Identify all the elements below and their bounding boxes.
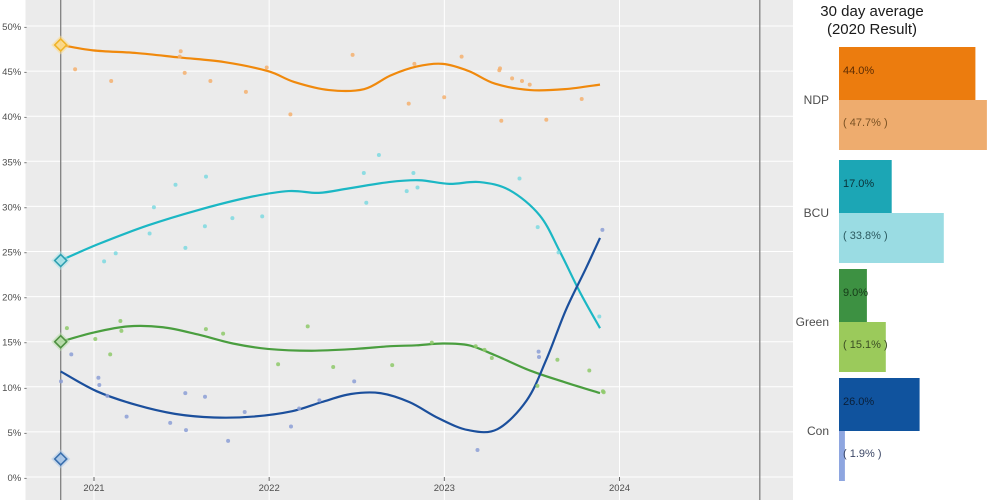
svg-text:2023: 2023	[434, 483, 455, 494]
svg-text:9.0%: 9.0%	[843, 287, 868, 299]
svg-text:25% -: 25% -	[2, 248, 27, 259]
svg-text:5% -: 5% -	[7, 428, 27, 439]
svg-text:0% -: 0% -	[7, 473, 27, 484]
svg-text:50% -: 50% -	[2, 22, 27, 33]
svg-text:17.0%: 17.0%	[843, 178, 874, 190]
svg-text:( 33.8% ): ( 33.8% )	[843, 230, 888, 242]
svg-text:Green: Green	[796, 315, 829, 329]
svg-text:10% -: 10% -	[2, 383, 27, 394]
svg-text:Con: Con	[807, 424, 829, 438]
svg-text:45% -: 45% -	[2, 67, 27, 78]
svg-text:BCU: BCU	[804, 206, 829, 220]
svg-text:( 15.1% ): ( 15.1% )	[843, 339, 888, 351]
svg-text:26.0%: 26.0%	[843, 396, 874, 408]
svg-text:30% -: 30% -	[2, 202, 27, 213]
svg-text:44.0%: 44.0%	[843, 65, 874, 77]
svg-text:2021: 2021	[83, 483, 104, 494]
svg-text:30 day average: 30 day average	[820, 3, 923, 20]
svg-text:15% -: 15% -	[2, 338, 27, 349]
svg-text:2022: 2022	[259, 483, 280, 494]
svg-text:35% -: 35% -	[2, 157, 27, 168]
svg-text:20% -: 20% -	[2, 293, 27, 304]
svg-text:( 47.7% ): ( 47.7% )	[843, 117, 888, 129]
svg-text:2024: 2024	[609, 483, 630, 494]
svg-text:( 1.9% ): ( 1.9% )	[843, 448, 882, 460]
svg-text:40% -: 40% -	[2, 112, 27, 123]
svg-text:(2020 Result): (2020 Result)	[827, 21, 917, 38]
svg-text:NDP: NDP	[804, 93, 829, 107]
